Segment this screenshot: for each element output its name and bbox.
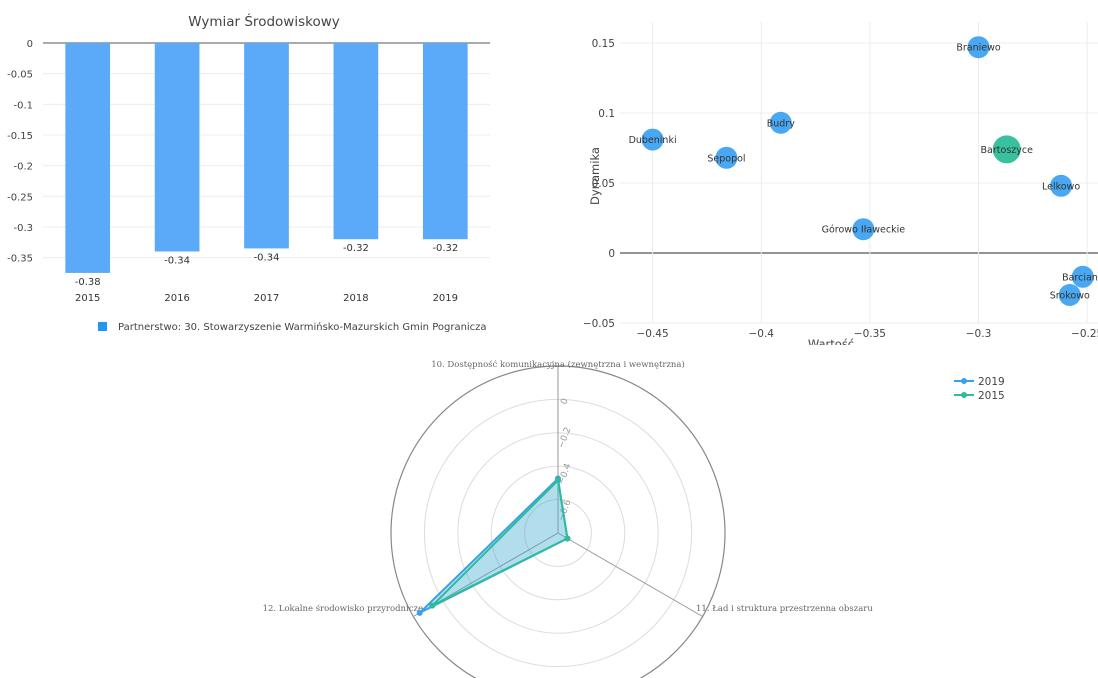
radar-chart: 0−0.2−0.4−0.6 10. Dostępność komunikacyj… bbox=[263, 359, 1005, 678]
point-label: Lelkowo bbox=[1042, 181, 1080, 192]
legend-label[interactable]: Partnerstwo: 30. Stowarzyszenie Warmińsk… bbox=[118, 321, 487, 333]
legend-marker[interactable] bbox=[961, 392, 967, 398]
legend-label[interactable]: 2015 bbox=[978, 390, 1005, 402]
y-tick-label: -0.25 bbox=[7, 192, 33, 203]
radar-axis-label: 12. Lokalne środowisko przyrodnicze bbox=[263, 603, 423, 614]
bar[interactable] bbox=[65, 43, 111, 273]
radar-point[interactable] bbox=[564, 535, 571, 542]
x-tick-label: −0.25 bbox=[1071, 328, 1098, 340]
x-tick-label: −0.45 bbox=[636, 328, 668, 340]
y-tick-label: 0.1 bbox=[598, 108, 615, 120]
data-point[interactable] bbox=[715, 146, 738, 169]
x-axis-label: Wartość bbox=[808, 337, 854, 345]
bar[interactable] bbox=[154, 43, 200, 252]
point-label: Srokowo bbox=[1050, 291, 1090, 302]
data-point[interactable] bbox=[1058, 284, 1081, 306]
y-tick-label: 0 bbox=[27, 39, 33, 50]
y-tick-label: 0 bbox=[608, 248, 615, 260]
point-label: Bartoszyce bbox=[981, 145, 1034, 156]
radar-spoke bbox=[557, 532, 703, 617]
y-tick-label: -0.1 bbox=[13, 100, 33, 111]
legend-label[interactable]: 2019 bbox=[978, 376, 1005, 388]
point-label: Górowo Iławeckie bbox=[822, 225, 906, 236]
legend-swatch[interactable] bbox=[98, 322, 107, 331]
radar-series-area[interactable] bbox=[431, 478, 569, 607]
radar-axis-label: 11. Ład i struktura przestrzenna obszaru bbox=[696, 604, 873, 614]
bar[interactable] bbox=[333, 43, 379, 240]
data-point[interactable] bbox=[1050, 174, 1073, 197]
x-tick-label: 2015 bbox=[75, 293, 100, 304]
data-point[interactable] bbox=[1071, 265, 1094, 288]
bar-data-label: -0.32 bbox=[432, 243, 458, 254]
x-tick-label: −0.35 bbox=[854, 328, 886, 340]
data-point[interactable] bbox=[852, 218, 875, 241]
x-tick-label: 2019 bbox=[433, 293, 458, 304]
bar-data-label: -0.34 bbox=[164, 255, 190, 266]
scatter-chart: Braniewo Dubeninki Budry Sępopol Bartoszyce L… bbox=[583, 22, 1098, 345]
legend-marker[interactable] bbox=[961, 378, 967, 384]
x-tick-label: 2016 bbox=[164, 293, 189, 304]
x-tick-label: −0.3 bbox=[966, 328, 992, 340]
point-label: Braniewo bbox=[956, 43, 1001, 54]
radar-point[interactable] bbox=[429, 602, 436, 609]
radar-point[interactable] bbox=[555, 477, 561, 484]
y-tick-label: 0.05 bbox=[592, 178, 615, 190]
radar-axis-label: 10. Dostępność komunikacyjna (zewnętrzna… bbox=[431, 359, 685, 370]
bar-chart: Wymiar Środowiskowy 0 -0.05 -0.1 -0.15 -0.2 -… bbox=[7, 12, 490, 333]
radar-point[interactable] bbox=[416, 609, 423, 616]
bar-data-label: -0.34 bbox=[254, 252, 280, 263]
chart-title: Wymiar Środowiskowy bbox=[188, 12, 339, 30]
y-tick-label: 0.15 bbox=[592, 38, 615, 50]
x-tick-label: 2018 bbox=[343, 293, 368, 304]
y-tick-label: -0.3 bbox=[13, 223, 33, 234]
point-label: Budry bbox=[767, 118, 795, 129]
radial-tick-label: −0.2 bbox=[557, 426, 574, 450]
y-tick-label: -0.2 bbox=[13, 162, 33, 173]
radial-tick-label: 0 bbox=[559, 397, 570, 406]
data-point[interactable] bbox=[769, 111, 792, 134]
x-tick-label: −0.4 bbox=[748, 328, 774, 340]
y-tick-label: -0.15 bbox=[7, 131, 33, 142]
x-tick-label: 2017 bbox=[254, 293, 279, 304]
y-tick-label: -0.35 bbox=[7, 254, 33, 265]
bar[interactable] bbox=[244, 43, 289, 249]
data-point[interactable] bbox=[641, 128, 664, 151]
data-point[interactable] bbox=[992, 135, 1021, 164]
point-label: Dubeninki bbox=[629, 135, 677, 146]
y-tick-label: −0.05 bbox=[583, 318, 615, 330]
y-tick-label: -0.05 bbox=[7, 70, 33, 81]
y-axis-label: Dynamika bbox=[588, 147, 602, 205]
data-point[interactable] bbox=[967, 36, 990, 59]
point-label: Sępopol bbox=[707, 153, 745, 164]
bar[interactable] bbox=[422, 43, 468, 240]
bar-data-label: -0.32 bbox=[343, 243, 369, 254]
point-label: Barciany bbox=[1062, 272, 1098, 283]
bar-data-label: -0.38 bbox=[75, 277, 101, 288]
